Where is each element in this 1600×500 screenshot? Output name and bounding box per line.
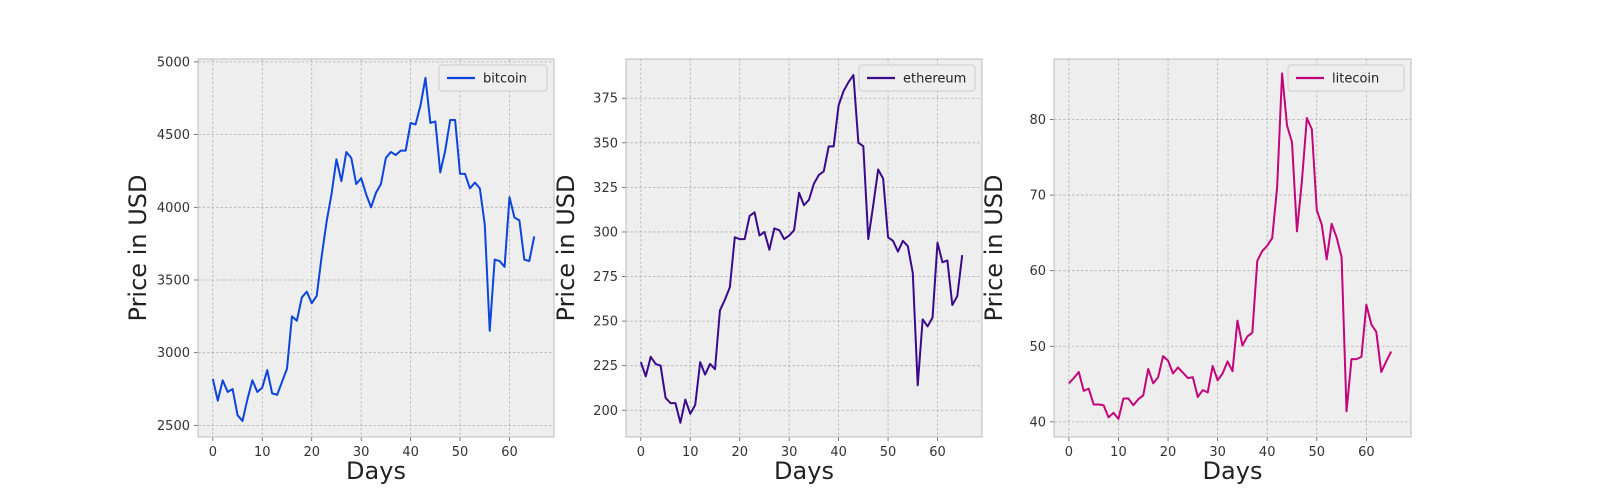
y-axis-label: Price in USD [552,175,580,322]
y-tick-label: 4500 [157,128,190,143]
y-tick-label: 325 [593,181,618,196]
legend-label: litecoin [1332,72,1379,87]
y-tick-label: 80 [1029,113,1046,128]
y-tick-label: 3000 [157,346,190,361]
chart-panel-1: 0 10 20 30 40 50 60 2500 3000 3500 4000 4500 5000 Day… [124,55,555,485]
series-line-ethereum [639,74,964,424]
x-axis-label: Days [774,457,834,485]
y-tick-label: 60 [1029,264,1046,279]
y-tick-label: 225 [593,359,618,374]
x-tick-label: 0 [209,445,217,460]
chart-panel-2: 0 10 20 30 40 50 60 200 225 250 275 300 325 350 375 Day… [552,58,983,485]
y-tick-label: 300 [593,225,618,240]
y-tick-label: 2500 [157,419,190,434]
plot-area [198,59,554,437]
legend-box [858,64,976,92]
x-tick-label: 20 [303,445,320,460]
x-tick-label: 30 [781,445,798,460]
x-tick-label: 40 [830,445,847,460]
y-tick-label: 5000 [157,55,190,70]
plot-area [626,59,982,437]
y-tick-label: 3500 [157,273,190,288]
x-tick-label: 60 [1358,445,1375,460]
y-tick-label: 50 [1029,340,1046,355]
legend: bitcoin [438,64,548,92]
y-tick-label: 375 [593,92,618,107]
y-tick-label: 350 [593,136,618,151]
x-tick-label: 50 [452,445,469,460]
y-tick-label: 40 [1029,415,1046,430]
plot-frame [1053,58,1412,438]
plot-frame [625,58,983,438]
x-tick-label: 0 [637,445,645,460]
y-tick-label: 200 [593,404,618,419]
plot-frame [197,58,555,438]
x-axis-label: Days [346,457,406,485]
x-tick-label: 20 [1160,445,1177,460]
x-tick-label: 50 [880,445,897,460]
y-tick-label: 250 [593,315,618,330]
x-tick-label: 30 [1209,445,1226,460]
x-tick-label: 40 [1259,445,1276,460]
x-tick-label: 10 [682,445,699,460]
x-tick-label: 30 [353,445,370,460]
legend-box [1287,64,1405,92]
x-tick-label: 20 [731,445,748,460]
x-tick-label: 50 [1309,445,1326,460]
y-tick-label: 4000 [157,201,190,216]
series-line-litecoin [1068,72,1393,420]
x-tick-label: 0 [1065,445,1073,460]
x-tick-label: 10 [1110,445,1127,460]
legend: ethereum [858,64,976,92]
plot-area [1054,59,1411,437]
legend-label: bitcoin [483,72,527,87]
x-tick-label: 60 [501,445,518,460]
x-tick-label: 60 [929,445,946,460]
y-axis-label: Price in USD [980,175,1008,322]
x-tick-label: 10 [254,445,271,460]
y-tick-label: 275 [593,270,618,285]
y-tick-label: 70 [1029,189,1046,204]
x-tick-label: 40 [402,445,419,460]
legend: litecoin [1287,64,1405,92]
legend-label: ethereum [903,72,966,87]
y-axis-label: Price in USD [124,175,152,322]
chart-panel-3: 0 10 20 30 40 50 60 40 50 60 70 80 Days Price in USD l… [980,58,1412,485]
x-axis-label: Days [1203,457,1263,485]
series-line-bitcoin [211,76,536,423]
legend-box [438,64,548,92]
